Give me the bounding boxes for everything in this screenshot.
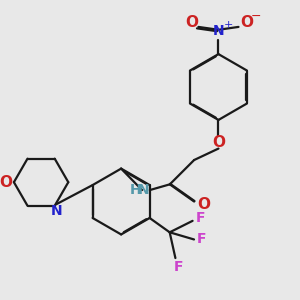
Text: O: O <box>212 135 225 150</box>
Text: O: O <box>0 175 12 190</box>
Text: N: N <box>213 24 224 38</box>
Text: F: F <box>196 211 205 225</box>
Text: +: + <box>224 20 233 30</box>
Text: −: − <box>251 10 262 22</box>
Text: O: O <box>185 15 198 30</box>
Text: F: F <box>173 260 183 274</box>
Text: N: N <box>137 183 149 197</box>
Text: N: N <box>50 204 62 218</box>
Text: F: F <box>197 232 206 247</box>
Text: O: O <box>197 197 210 212</box>
Text: H: H <box>130 183 141 197</box>
Text: O: O <box>240 15 253 30</box>
